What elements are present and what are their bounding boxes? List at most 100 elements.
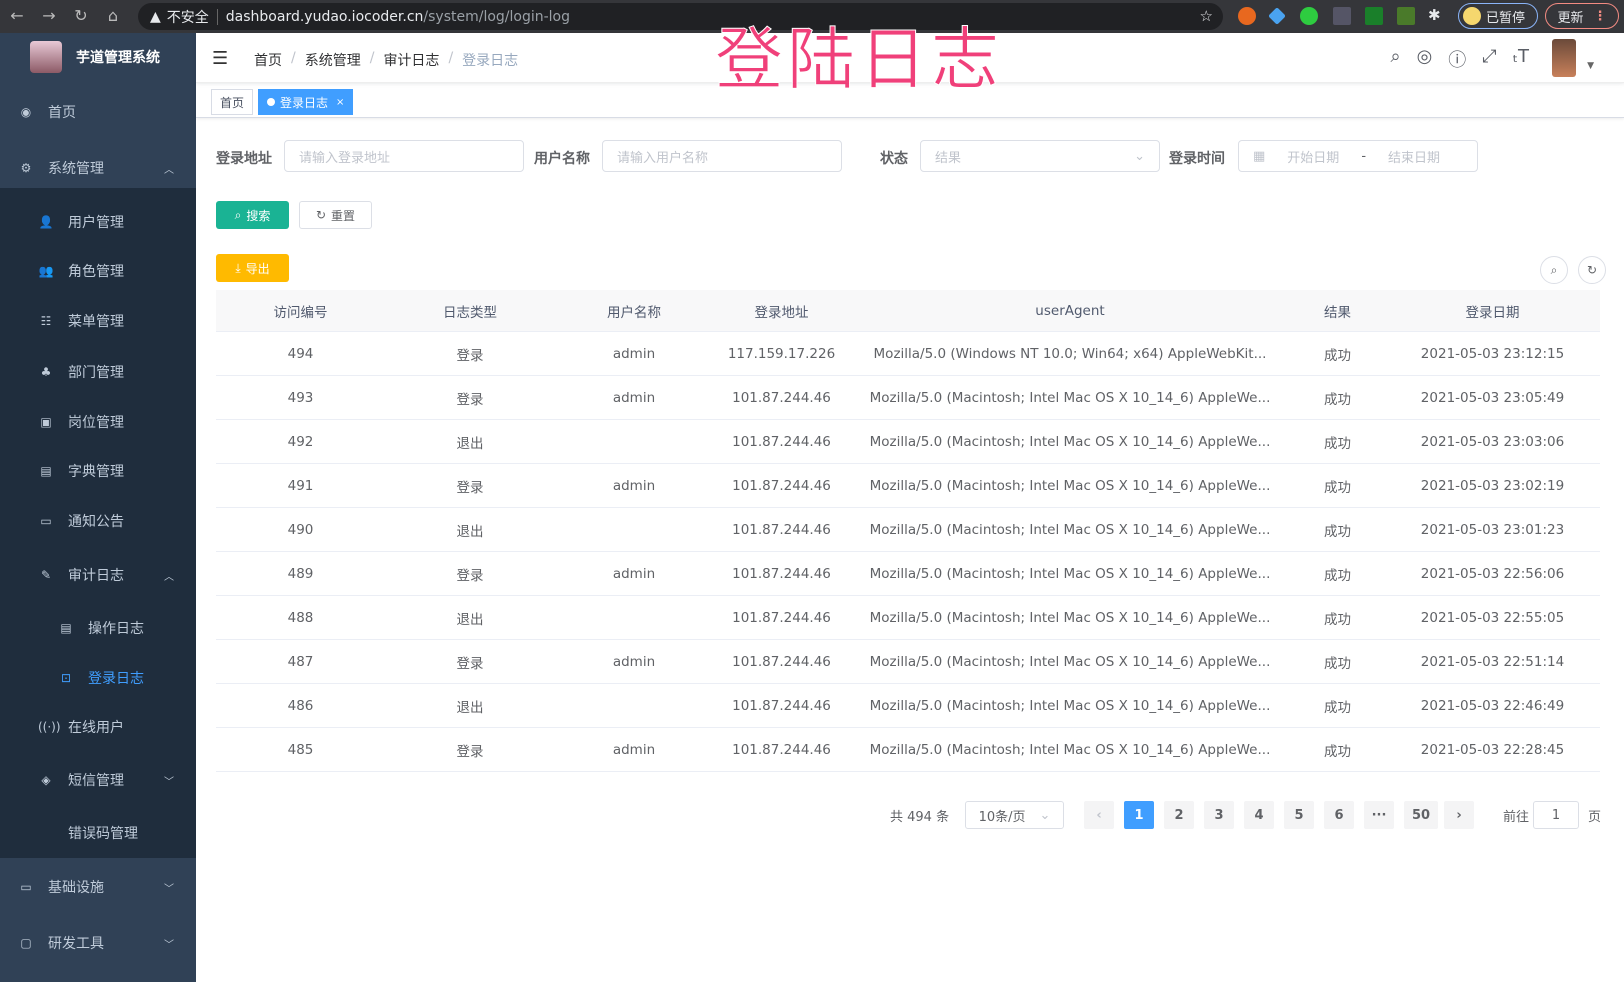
sidebar-item-7[interactable]: ▤ 字典管理 — [0, 451, 196, 491]
extension-icon[interactable] — [1333, 7, 1351, 25]
table-cell: 101.87.244.46 — [732, 565, 831, 582]
page-size-select[interactable]: 10条/页 ⌄ — [965, 801, 1064, 829]
column-header[interactable]: 日志类型 — [443, 304, 497, 321]
chevron-down-icon: ⌄ — [1134, 148, 1145, 164]
table-cell: admin — [612, 477, 656, 494]
profile-button[interactable]: 已暂停 — [1458, 3, 1538, 29]
page-button[interactable]: 2 — [1164, 801, 1194, 829]
table-cell: Mozilla/5.0 (Macintosh; Intel Mac OS X 1… — [869, 389, 1271, 406]
page-button[interactable]: 4 — [1244, 801, 1274, 829]
table-cell: Mozilla/5.0 (Macintosh; Intel Mac OS X 1… — [869, 433, 1271, 450]
prev-page-button[interactable]: ‹ — [1084, 801, 1114, 829]
sidebar-item-5[interactable]: ♣ 部门管理 — [0, 352, 196, 392]
github-icon[interactable]: ◎ — [1416, 46, 1433, 67]
sidebar-item-8[interactable]: ▭ 通知公告 — [0, 501, 196, 541]
total-count: 共 494 条 — [890, 809, 950, 825]
address-input[interactable]: 请输入登录地址 — [284, 140, 524, 172]
page-button[interactable]: 5 — [1284, 801, 1314, 829]
status-select[interactable]: 结果 ⌄ — [920, 140, 1160, 172]
search-icon[interactable]: ⌕ — [1390, 46, 1401, 67]
page-button[interactable]: 1 — [1124, 801, 1154, 829]
update-button[interactable]: 更新 ⋮ — [1545, 3, 1619, 29]
column-header[interactable]: 登录日期 — [1465, 304, 1520, 321]
address-label: 登录地址 — [216, 151, 272, 167]
sidebar-item-10[interactable]: ▤ 操作日志 — [0, 608, 196, 648]
overlay-title: 登陆日志 — [714, 21, 1004, 101]
page-button[interactable]: 3 — [1204, 801, 1234, 829]
table-cell: 101.87.244.46 — [732, 653, 831, 670]
forward-icon[interactable]: → — [42, 6, 56, 25]
page-button[interactable]: 50 — [1404, 801, 1438, 829]
column-header[interactable]: 访问编号 — [273, 304, 328, 321]
bookmark-star-icon[interactable]: ☆ — [1199, 7, 1213, 25]
sidebar-item-11[interactable]: ⊡ 登录日志 — [0, 658, 196, 698]
sidebar-item-1[interactable]: ⚙ 系统管理 ︿ — [0, 148, 196, 188]
column-header[interactable]: 用户名称 — [607, 304, 661, 321]
table-cell: 493 — [287, 389, 314, 406]
address-bar[interactable]: ▲ 不安全 dashboard.yudao.iocoder.cn/system/… — [138, 3, 1223, 30]
sidebar-item-16[interactable]: ▢ 研发工具 ﹀ — [0, 923, 196, 963]
table-cell: 117.159.17.226 — [727, 345, 836, 362]
column-header[interactable]: 结果 — [1324, 304, 1351, 321]
tag-login-log[interactable]: 登录日志 × — [258, 89, 354, 115]
sidebar-item-label: 用户管理 — [68, 215, 124, 231]
reset-button[interactable]: ↻ 重置 — [299, 201, 372, 229]
avatar[interactable] — [1552, 39, 1576, 77]
close-icon[interactable]: × — [336, 96, 345, 108]
table-cell: 2021-05-03 23:05:49 — [1420, 389, 1565, 406]
sidebar-item-label: 字典管理 — [68, 464, 124, 480]
font-size-icon[interactable]: ₜT — [1512, 46, 1529, 67]
more-pages-button[interactable]: ··· — [1364, 801, 1394, 829]
column-header[interactable]: userAgent — [1035, 302, 1105, 319]
extension-icon[interactable] — [1365, 7, 1383, 25]
caret-down-icon[interactable]: ▼ — [1587, 61, 1594, 71]
sidebar-item-14[interactable]: 错误码管理 — [0, 813, 196, 853]
goto-page-input[interactable]: 1 — [1533, 801, 1579, 829]
table-cell: 成功 — [1324, 347, 1351, 364]
table-cell: 成功 — [1324, 435, 1351, 452]
sidebar-item-label: 系统管理 — [48, 161, 104, 177]
sidebar-item-13[interactable]: ◈ 短信管理 ﹀ — [0, 760, 196, 800]
sidebar-item-12[interactable]: ((·)) 在线用户 — [0, 707, 196, 747]
home-icon[interactable]: ⌂ — [107, 6, 119, 25]
breadcrumb-item[interactable]: 首页 — [254, 53, 282, 69]
fullscreen-icon[interactable]: ⤢ — [1482, 46, 1497, 67]
extension-icon[interactable] — [1300, 7, 1318, 25]
sidebar-item-2[interactable]: 👤 用户管理 — [0, 202, 196, 242]
sidebar-item-3[interactable]: 👥 角色管理 — [0, 251, 196, 291]
table-cell: 488 — [287, 609, 314, 626]
extension-icon[interactable] — [1238, 7, 1256, 25]
submenu-background — [0, 188, 196, 858]
form-icon: ▤ — [60, 621, 72, 635]
search-button[interactable]: ⌕ 搜索 — [216, 201, 289, 229]
table-cell: admin — [612, 565, 656, 582]
sidebar-item-6[interactable]: ▣ 岗位管理 — [0, 402, 196, 442]
help-icon[interactable]: ⓘ — [1448, 50, 1467, 71]
tag-home[interactable]: 首页 — [211, 89, 254, 115]
hamburger-icon[interactable]: ☰ — [212, 48, 229, 69]
export-button[interactable]: ⤓ 导出 — [216, 254, 289, 282]
sidebar-item-15[interactable]: ▭ 基础设施 ﹀ — [0, 867, 196, 907]
table-cell: 成功 — [1324, 523, 1351, 540]
column-header[interactable]: 登录地址 — [754, 304, 809, 321]
next-page-button[interactable]: › — [1444, 801, 1474, 829]
more-icon: ⋮ — [1593, 8, 1607, 24]
username-input[interactable]: 请输入用户名称 — [602, 140, 842, 172]
logininfor-icon: ⊡ — [60, 671, 72, 685]
date-range-picker[interactable]: ▦ 开始日期 - 结束日期 — [1238, 140, 1478, 172]
table-cell: admin — [612, 389, 656, 406]
sidebar-item-9[interactable]: ✎ 审计日志 ︿ — [0, 555, 196, 595]
toggle-search-button[interactable]: ⌕ — [1540, 256, 1568, 284]
sidebar-item-0[interactable]: ◉ 首页 — [0, 92, 196, 132]
table-row: 485 登录 admin 101.87.244.46 Mozilla/5.0 (Maci… — [216, 728, 1600, 772]
back-icon[interactable]: ← — [10, 6, 24, 25]
extension-icon[interactable] — [1397, 7, 1415, 25]
page-button[interactable]: 6 — [1324, 801, 1354, 829]
table-cell: 101.87.244.46 — [732, 741, 831, 758]
extension-icon[interactable] — [1268, 7, 1286, 25]
puzzle-icon[interactable]: ✱ — [1428, 6, 1441, 24]
sidebar-item-4[interactable]: ☷ 菜单管理 — [0, 301, 196, 341]
table-cell: 101.87.244.46 — [732, 477, 831, 494]
refresh-table-button[interactable]: ↻ — [1578, 256, 1606, 284]
reload-icon[interactable]: ↻ — [74, 6, 88, 25]
